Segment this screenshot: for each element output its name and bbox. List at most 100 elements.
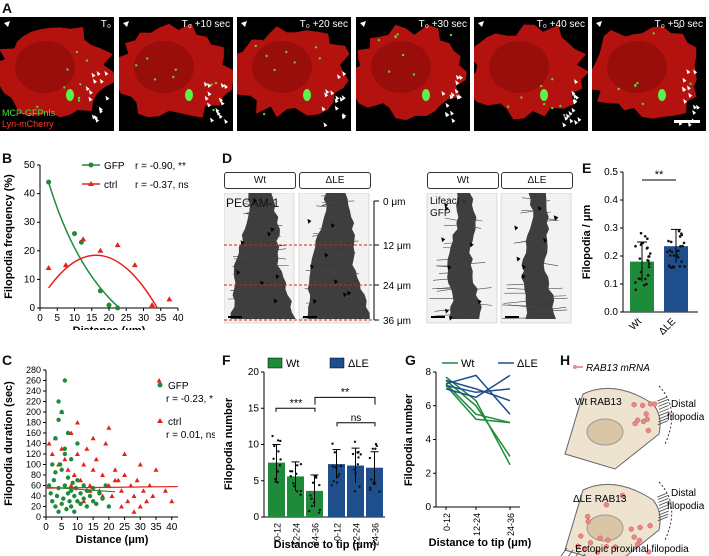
depth-label: 12 μm [383,241,411,252]
y-tick-label: 5 [253,476,259,487]
gfp-dot [394,35,397,38]
gfp-point [65,430,71,436]
data-point [647,259,650,263]
x-tick-label: 0-12 [273,523,283,541]
arrowhead [98,106,103,112]
arrowhead [330,90,335,96]
arrowhead [334,98,339,104]
data-point [373,482,377,485]
y-tick-label: 0 [36,512,41,522]
arrowhead [553,215,558,221]
arrowhead [321,106,326,112]
data-point [666,250,669,254]
mrna-dot [635,541,641,547]
series-line [445,379,511,402]
legend-marker [88,181,94,186]
mrna-dot [578,533,584,539]
gfp-point [87,493,93,499]
header-wt-left: Wt [224,172,296,189]
timepoint-label: T₀ [100,19,111,30]
data-point [681,244,684,248]
filopodium [311,270,336,275]
data-point [333,451,337,454]
gfp-fit [47,181,120,309]
data-point [289,475,293,478]
cell-interior [371,41,431,93]
ctrl-point [114,242,121,248]
filopodium [583,553,586,556]
gfp-dot [75,50,79,54]
ctrl-point [118,504,124,509]
gfp-point [72,231,77,237]
y-tick-label: 40 [24,189,36,200]
arrowhead [91,114,96,120]
filopodium [657,495,669,500]
data-point [289,470,292,473]
gfp-dot [85,59,89,62]
data-point [374,447,377,450]
data-point [683,265,687,268]
panel-d-label: D [222,150,233,166]
legend-name: GFP [104,161,125,172]
dle-side-2: filopodia [667,501,705,512]
gfp-cluster [185,89,193,101]
data-point [292,482,295,485]
arrowhead [267,231,272,237]
data-point [332,480,335,483]
filopodium [320,202,336,207]
gfp-dot [396,33,399,36]
legend-name: Wt [286,358,299,370]
mrna-dot [637,524,643,531]
filopodium [444,217,464,222]
wt-label: Wt RAB13 [575,397,622,408]
y-tick-label: 8 [425,367,431,378]
gfp-point [65,475,71,480]
filopodium [657,396,668,402]
ctrl-point [122,472,128,477]
ctrl-point [149,302,156,308]
arrowhead [224,118,229,124]
arrowhead [569,118,574,124]
arrowhead [241,21,247,27]
filopodium [513,239,538,244]
gfp-dot [212,108,215,112]
filopodium [230,290,261,293]
arrowhead [450,110,454,116]
series-line [445,379,511,457]
x-tick-label: 35 [155,313,167,324]
arrowhead [451,118,456,123]
gfp-point [53,470,58,475]
arrowhead [568,110,573,116]
y-tick-label: 20 [248,367,260,378]
filopodium [259,255,286,260]
ctrl-point [137,462,143,467]
frame-image [237,21,350,128]
filopodium [536,295,567,298]
data-point [309,494,312,497]
data-point [672,254,676,257]
gfp-point [59,467,64,472]
gfp-dot [285,50,288,54]
gfp-dot [66,68,69,71]
arrowhead [681,86,686,92]
filopodium [334,295,363,299]
series-line [445,385,511,424]
arrowhead [94,115,99,120]
data-point [642,283,646,287]
arrowhead [273,298,278,304]
arrowhead [445,102,450,108]
filopodium [568,549,574,556]
legend-green: MCP-GFPnls [2,108,56,118]
data-point [675,253,679,257]
data-point [668,254,672,257]
arrowhead [360,21,366,27]
timepoint-label: T₀ +20 sec [299,19,348,30]
cell-interior [252,41,312,93]
data-point [278,464,282,467]
filopodium [246,210,261,214]
gfp-dot [636,81,639,85]
data-point [374,442,378,446]
y-tick-label: 10 [248,440,260,451]
gfp-cluster [422,89,430,101]
ctrl-point [81,462,87,467]
